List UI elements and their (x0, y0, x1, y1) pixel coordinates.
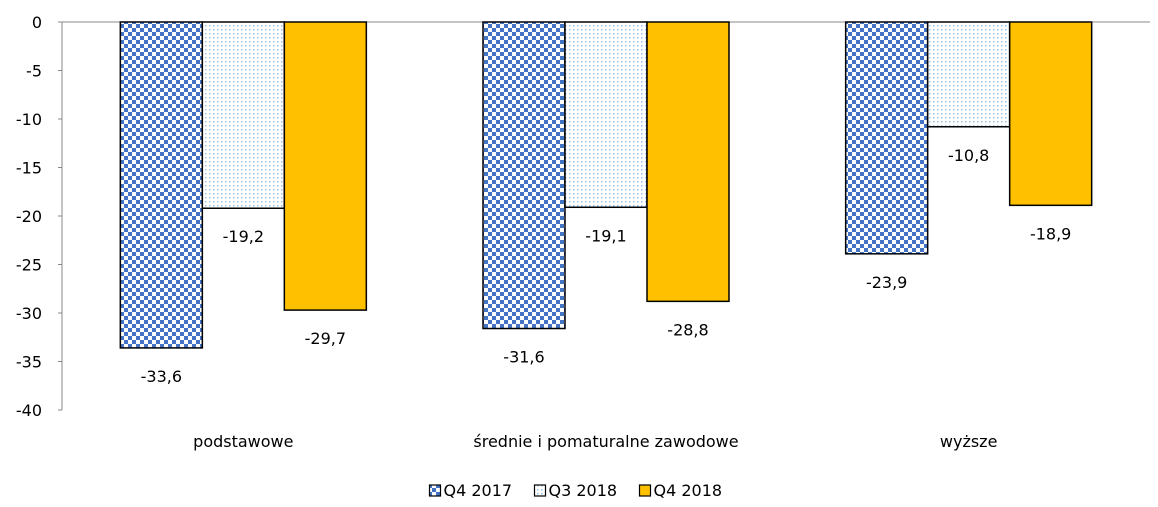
y-tick-label: -25 (16, 256, 42, 275)
legend-swatch-q4-2018 (638, 484, 652, 497)
category-label: średnie i pomaturalne zawodowe (473, 432, 738, 451)
y-tick-label: 0 (32, 13, 42, 32)
category-label: podstawowe (193, 432, 293, 451)
legend-label: Q4 2018 (654, 481, 723, 500)
data-label: -23,9 (866, 273, 907, 292)
legend-swatch-q3-2018 (533, 484, 547, 497)
legend: Q4 2017 Q3 2018 Q4 2018 (428, 481, 723, 500)
bars (119, 21, 1093, 349)
data-label: -18,9 (1030, 224, 1071, 243)
bar-q4-2017 (119, 21, 204, 349)
y-tick-label: -20 (16, 207, 42, 226)
y-tick-label: -10 (16, 110, 42, 129)
category-label: wyższe (940, 432, 998, 451)
data-label: -29,7 (305, 329, 346, 348)
legend-label: Q4 2017 (444, 481, 513, 500)
y-tick-label: -35 (16, 353, 42, 372)
y-tick-label: -40 (16, 401, 42, 420)
legend-swatch-q4-2017 (428, 484, 442, 497)
data-label: -10,8 (948, 146, 989, 165)
bar-q3-2018 (926, 21, 1011, 128)
bar-q4-2018 (1008, 21, 1093, 207)
data-label: -31,6 (503, 348, 544, 367)
bar-q3-2018 (564, 21, 648, 209)
data-label: -28,8 (667, 320, 708, 339)
bar-q4-2017 (844, 21, 929, 255)
bar-q4-2017 (482, 21, 566, 330)
bar-q3-2018 (201, 21, 286, 209)
data-label: -19,2 (223, 227, 264, 246)
y-tick-label: -30 (16, 304, 42, 323)
data-label: -19,1 (585, 226, 626, 245)
y-tick-label: -15 (16, 159, 42, 178)
data-label: -33,6 (141, 367, 182, 386)
bar-q4-2018 (283, 21, 368, 311)
bar-q4-2018 (646, 21, 730, 303)
category-labels: podstawowe średnie i pomaturalne zawodowe… (193, 432, 997, 451)
data-labels: -33,6 -19,2 -29,7 -31,6 -19,1 -28,8 -23,9 -10,8… (141, 146, 1072, 386)
legend-label: Q3 2018 (549, 481, 618, 500)
y-tick-label: -5 (26, 62, 42, 81)
